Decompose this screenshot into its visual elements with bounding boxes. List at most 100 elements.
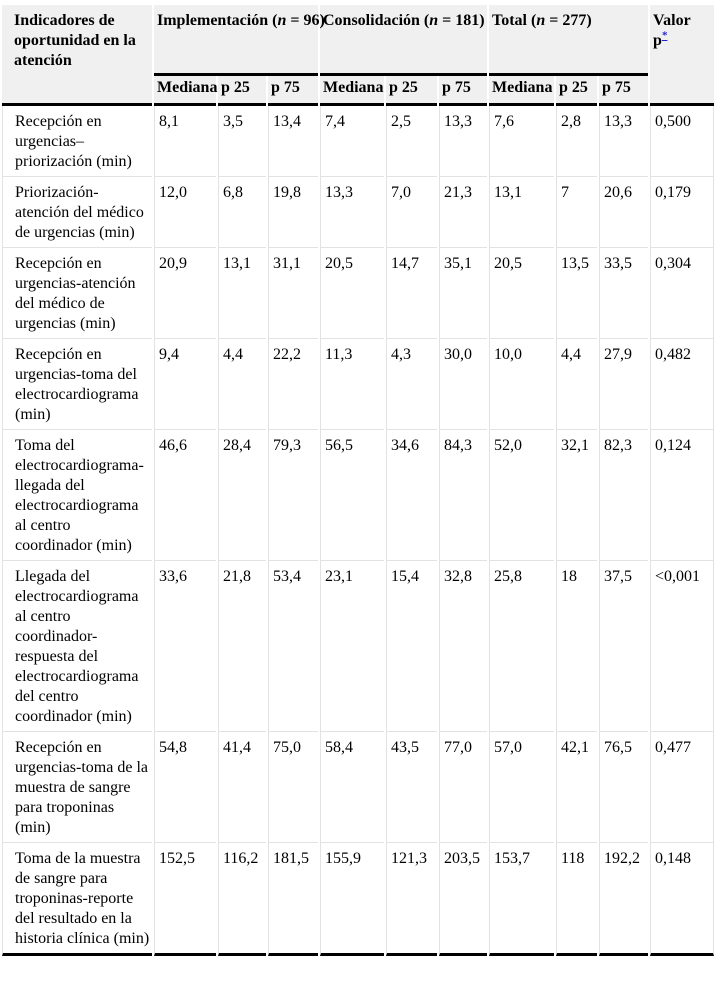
total-p25-cell: 32,1 xyxy=(556,430,597,561)
indicator-label: Recepción en urgencias–priorización (min… xyxy=(2,106,152,177)
implementacion-p75-cell: 181,5 xyxy=(268,843,318,956)
indicator-label: Recepción en urgencias-toma de la muestr… xyxy=(2,732,152,843)
indicator-row: Priorización-atención del médico de urge… xyxy=(2,177,715,248)
column-header-p75-implementacion: p 75 xyxy=(268,76,318,106)
implementacion-mediana-cell: 54,8 xyxy=(154,732,216,843)
total-p25-cell: 2,8 xyxy=(556,106,597,177)
p-value-cell: 0,500 xyxy=(650,106,715,177)
p-value-cell: 0,148 xyxy=(650,843,715,956)
implementacion-p25-cell: 13,1 xyxy=(218,248,266,339)
implementacion-p75-cell: 19,8 xyxy=(268,177,318,248)
total-p25-cell: 13,5 xyxy=(556,248,597,339)
total-p75-cell: 82,3 xyxy=(599,430,649,561)
article-table-page: Indicadores de oportunidad en la atenció… xyxy=(0,5,716,956)
total-p75-cell: 20,6 xyxy=(599,177,649,248)
group-header-row: Indicadores de oportunidad en la atenció… xyxy=(2,5,715,106)
consolidacion-p75-cell: 203,5 xyxy=(439,843,487,956)
indicator-row: Recepción en urgencias-toma de la muestr… xyxy=(2,732,715,843)
n-symbol: n xyxy=(536,12,546,29)
consolidacion-mediana-cell: 58,4 xyxy=(320,732,384,843)
p-value-cell: <0,001 xyxy=(650,561,715,732)
consolidacion-mediana-cell: 155,9 xyxy=(320,843,384,956)
implementacion-mediana-cell: 12,0 xyxy=(154,177,216,248)
consolidacion-p75-cell: 84,3 xyxy=(439,430,487,561)
consolidacion-p25-cell: 14,7 xyxy=(386,248,437,339)
total-mediana-cell: 13,1 xyxy=(489,177,554,248)
column-header-p75-consolidacion: p 75 xyxy=(439,76,487,106)
total-p25-cell: 4,4 xyxy=(556,339,597,430)
implementacion-p25-cell: 3,5 xyxy=(218,106,266,177)
implementacion-mediana-cell: 9,4 xyxy=(154,339,216,430)
total-p75-cell: 76,5 xyxy=(599,732,649,843)
consolidacion-mediana-cell: 13,3 xyxy=(320,177,384,248)
consolidacion-p75-cell: 35,1 xyxy=(439,248,487,339)
p-value-cell: 0,179 xyxy=(650,177,715,248)
consolidacion-mediana-cell: 7,4 xyxy=(320,106,384,177)
column-header-mediana-total: Mediana xyxy=(489,76,554,106)
n-symbol: n xyxy=(429,12,439,29)
implementacion-p25-cell: 116,2 xyxy=(218,843,266,956)
indicator-row: Toma del electrocardiograma-llegada del … xyxy=(2,430,715,561)
consolidacion-mediana-cell: 20,5 xyxy=(320,248,384,339)
total-p75-cell: 27,9 xyxy=(599,339,649,430)
column-group-consolidacion: Consolidación (n = 181) xyxy=(320,5,487,76)
total-mediana-cell: 7,6 xyxy=(489,106,554,177)
implementacion-p75-cell: 75,0 xyxy=(268,732,318,843)
total-p75-cell: 192,2 xyxy=(599,843,649,956)
consolidacion-p25-cell: 34,6 xyxy=(386,430,437,561)
consolidacion-mediana-cell: 56,5 xyxy=(320,430,384,561)
total-mediana-cell: 25,8 xyxy=(489,561,554,732)
implementacion-mediana-cell: 8,1 xyxy=(154,106,216,177)
p-footnote-sup: * xyxy=(662,30,668,42)
implementacion-mediana-cell: 152,5 xyxy=(154,843,216,956)
consolidacion-p25-cell: 2,5 xyxy=(386,106,437,177)
implementacion-p75-cell: 79,3 xyxy=(268,430,318,561)
indicator-row: Recepción en urgencias-atención del médi… xyxy=(2,248,715,339)
implementacion-p25-cell: 28,4 xyxy=(218,430,266,561)
total-p25-cell: 7 xyxy=(556,177,597,248)
care-opportunity-indicators-table: Indicadores de oportunidad en la atenció… xyxy=(0,5,716,956)
consolidacion-mediana-cell: 23,1 xyxy=(320,561,384,732)
total-mediana-cell: 57,0 xyxy=(489,732,554,843)
total-p75-cell: 37,5 xyxy=(599,561,649,732)
indicator-row: Toma de la muestra de sangre para tropon… xyxy=(2,843,715,956)
consolidacion-p75-cell: 13,3 xyxy=(439,106,487,177)
implementacion-p25-cell: 6,8 xyxy=(218,177,266,248)
indicator-label: Toma del electrocardiograma-llegada del … xyxy=(2,430,152,561)
consolidacion-p75-cell: 32,8 xyxy=(439,561,487,732)
total-mediana-cell: 153,7 xyxy=(489,843,554,956)
consolidacion-p25-cell: 121,3 xyxy=(386,843,437,956)
column-header-p25-total: p 25 xyxy=(556,76,597,106)
consolidacion-p25-cell: 43,5 xyxy=(386,732,437,843)
consolidacion-p75-cell: 21,3 xyxy=(439,177,487,248)
column-header-p75-total: p 75 xyxy=(599,76,649,106)
table-body: Recepción en urgencias–priorización (min… xyxy=(2,106,715,956)
indicator-label: Priorización-atención del médico de urge… xyxy=(2,177,152,248)
implementacion-p75-cell: 22,2 xyxy=(268,339,318,430)
implementacion-p25-cell: 4,4 xyxy=(218,339,266,430)
column-header-p25-implementacion: p 25 xyxy=(218,76,266,106)
column-header-valor-p: Valor p* xyxy=(650,5,715,106)
indicator-row: Llegada del electrocardiograma al centro… xyxy=(2,561,715,732)
p-value-cell: 0,124 xyxy=(650,430,715,561)
implementacion-mediana-cell: 33,6 xyxy=(154,561,216,732)
footnote-asterisk-link[interactable]: * xyxy=(661,29,668,42)
column-group-implementacion: Implementación (n = 96) xyxy=(154,5,325,76)
total-mediana-cell: 52,0 xyxy=(489,430,554,561)
total-p75-cell: 13,3 xyxy=(599,106,649,177)
column-group-total: Total (n = 277) xyxy=(489,5,649,76)
implementacion-p25-cell: 21,8 xyxy=(218,561,266,732)
consolidacion-p25-cell: 4,3 xyxy=(386,339,437,430)
indicator-label: Recepción en urgencias-toma del electroc… xyxy=(2,339,152,430)
consolidacion-p25-cell: 7,0 xyxy=(386,177,437,248)
total-p75-cell: 33,5 xyxy=(599,248,649,339)
indicator-row: Recepción en urgencias-toma del electroc… xyxy=(2,339,715,430)
p-value-cell: 0,477 xyxy=(650,732,715,843)
column-header-p25-consolidacion: p 25 xyxy=(386,76,437,106)
indicator-label: Recepción en urgencias-atención del médi… xyxy=(2,248,152,339)
total-mediana-cell: 20,5 xyxy=(489,248,554,339)
indicator-label: Llegada del electrocardiograma al centro… xyxy=(2,561,152,732)
total-p25-cell: 18 xyxy=(556,561,597,732)
implementacion-p75-cell: 53,4 xyxy=(268,561,318,732)
n-symbol: n xyxy=(277,12,287,29)
